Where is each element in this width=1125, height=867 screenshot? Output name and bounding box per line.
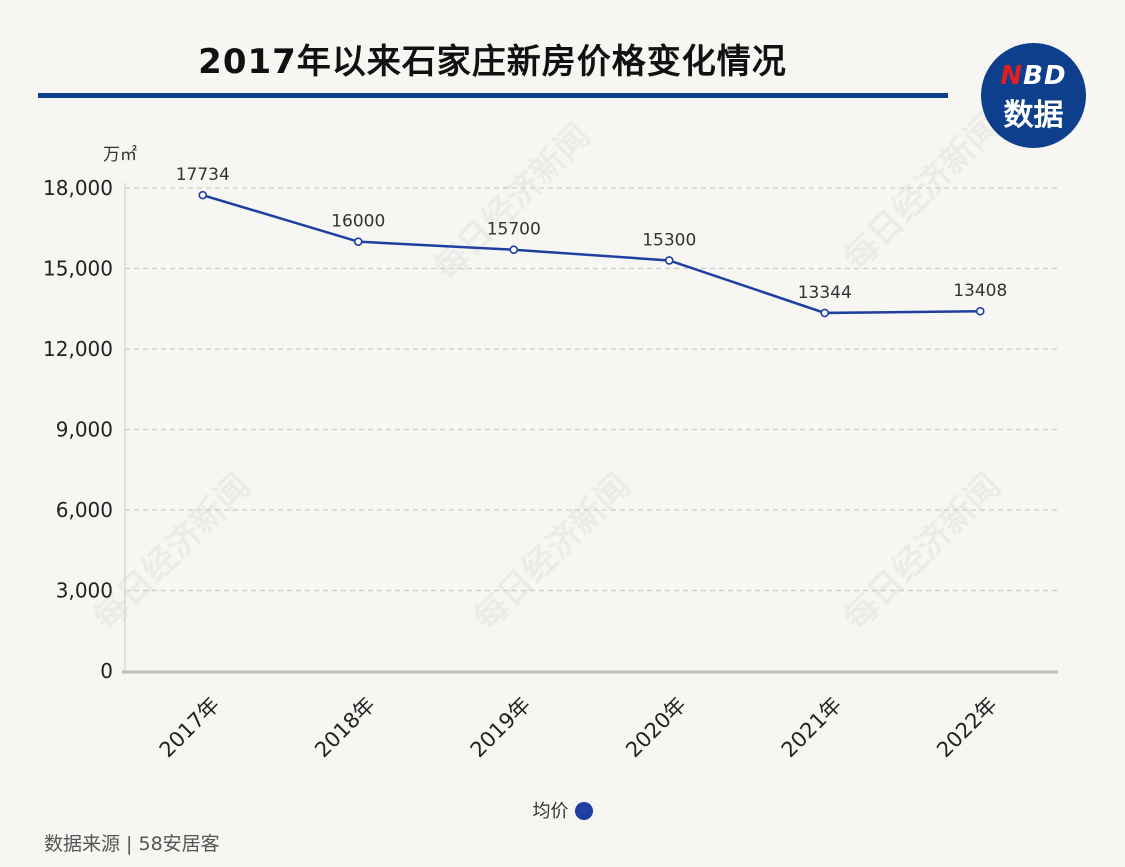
data-point [820,308,830,318]
logo-n: N [1000,61,1024,91]
watermark-text: 每日经济新闻 [466,466,639,639]
chart-title: 2017年以来石家庄新房价格变化情况 [198,42,787,82]
data-point [664,256,674,265]
legend-label: 均价 [532,801,569,822]
title-underline [38,93,948,98]
y-tick-label: 6,000 [56,498,113,522]
data-label: 15700 [487,220,541,240]
y-tick-labels: 0 3,000 6,000 9,000 12,000 15,000 18,000 [43,176,113,683]
y-unit-label: 万㎡ [103,145,137,165]
y-tick-label: 9,000 [56,418,113,442]
x-tick-label: 2017年 [155,693,225,763]
data-source: 数据来源 | 58安居客 [44,833,220,855]
axes [122,183,1058,674]
logo-data-text: 数据 [1003,98,1064,133]
watermark-text: 每日经济新闻 [86,466,259,639]
watermark-text: 每日经济新闻 [426,116,599,289]
x-tick-label: 2019年 [466,693,536,763]
data-labels: 17734 16000 15700 15300 13344 13408 [176,165,1008,303]
y-tick-label: 12,000 [43,337,113,361]
x-tick-label: 2021年 [777,693,847,763]
y-tick-label: 15,000 [43,257,113,281]
y-tick-label: 3,000 [56,579,113,603]
data-label: 13408 [953,281,1007,301]
data-label: 17734 [176,165,230,185]
series-line-avg-price [202,193,981,315]
y-tick-label: 18,000 [43,176,113,200]
data-point [353,237,363,246]
watermark-text: 每日经济新闻 [836,106,1009,279]
data-label: 13344 [798,283,852,303]
data-points [198,190,985,318]
x-tick-label: 2020年 [621,693,691,763]
x-tick-label: 2018年 [310,693,380,763]
legend-marker [574,802,593,820]
x-tick-labels: 2017年 2018年 2019年 2020年 2021年 2022年 [155,693,1002,763]
data-point [198,190,208,200]
data-point [975,306,985,316]
logo-bd: BD [1023,61,1067,91]
data-label: 16000 [331,212,385,232]
gridlines [125,187,1058,592]
data-point [509,245,519,255]
x-tick-label: 2022年 [932,693,1002,763]
nbd-logo: NBD 数据 [981,43,1086,148]
legend: 均价 [0,797,1125,823]
y-tick-label: 0 [100,659,113,683]
data-label: 15300 [642,230,696,250]
watermark-text: 每日经济新闻 [836,466,1009,639]
